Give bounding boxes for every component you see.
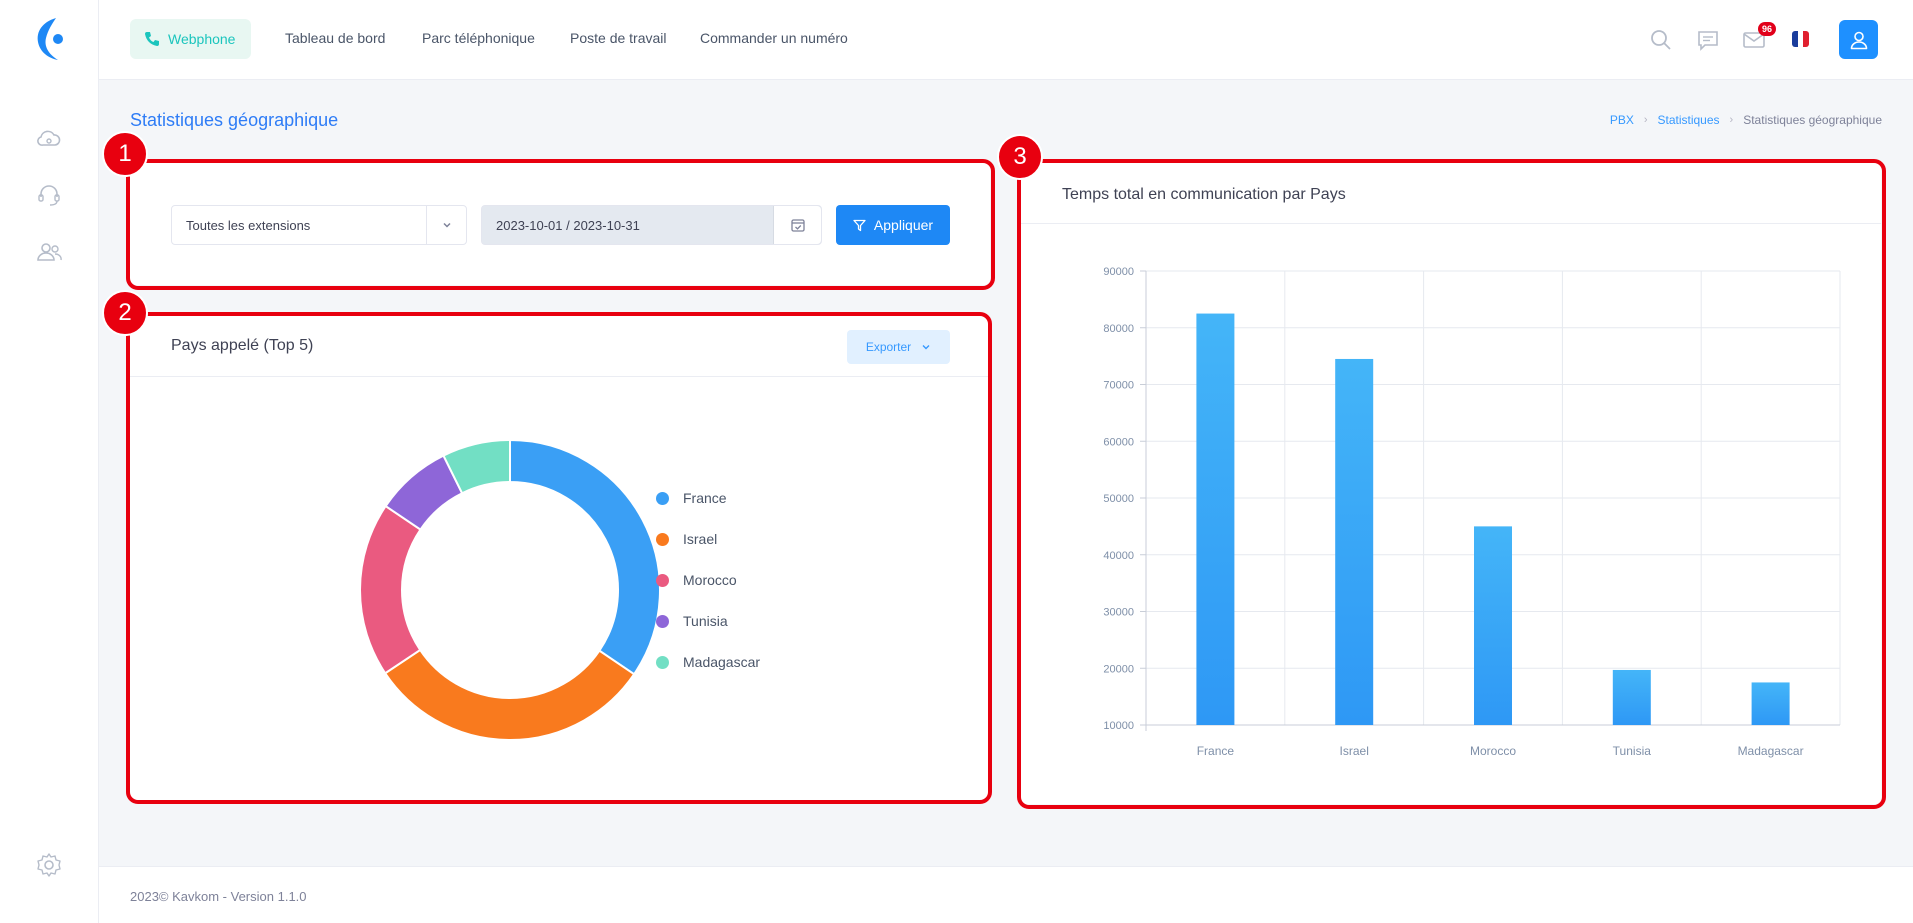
bar-israel[interactable] [1335,358,1374,725]
y-tick-label: 80000 [1103,323,1134,335]
legend-label: France [683,490,727,506]
extension-select-value: Toutes les extensions [186,217,311,233]
page-title: Statistiques géographique [130,110,339,130]
bar-madagascar[interactable] [1751,682,1790,725]
webphone-button[interactable]: Webphone [130,19,251,59]
annotation-badge-1: 1 [102,131,148,177]
breadcrumb-current: Statistiques géographique [1743,113,1882,127]
breadcrumb-statistiques[interactable]: Statistiques [1657,113,1720,127]
legend-item-israel[interactable]: Israel [656,531,717,547]
chevron-down-icon[interactable] [426,206,466,244]
search-icon[interactable] [1649,28,1673,52]
legend-dot-madagascar [656,655,669,669]
y-tick-label: 10000 [1103,720,1134,732]
cloud-icon[interactable] [35,125,63,153]
chat-icon[interactable] [1696,28,1720,52]
top-header: Webphone Tableau de bord Parc téléphoniq… [99,0,1913,80]
webphone-label: Webphone [168,31,236,47]
nav-commander-numero[interactable]: Commander un numéro [700,30,848,46]
y-tick-label: 60000 [1103,436,1134,448]
calendar-check-icon[interactable] [773,206,821,244]
card-divider [1021,223,1881,224]
user-icon [1850,31,1867,49]
french-flag-icon[interactable] [1792,31,1809,47]
bar-chart: 10000 20000 30000 40000 50000 60000 70000 80000… [1103,266,1841,758]
legend-label: Madagascar [683,654,761,670]
donut-slice-morocco[interactable] [359,504,422,675]
legend-dot-israel [656,532,669,546]
y-tick-label: 40000 [1103,550,1134,562]
annotation-badge-2: 2 [102,290,148,336]
donut-slice-madagascar[interactable] [442,438,511,495]
gear-icon[interactable] [35,851,63,879]
donut-slice-israel[interactable] [383,648,636,741]
breadcrumb-pbx[interactable]: PBX [1609,113,1634,127]
breadcrumb-separator: › [1643,114,1648,126]
card-divider [130,376,988,377]
donut-slice-france[interactable] [509,438,661,676]
x-tick-label: Israel [1340,744,1369,758]
y-tick-label: 70000 [1103,380,1134,392]
bar-chart-card [1021,163,1881,804]
legend-label: Israel [683,531,718,547]
footer-copyright: 2023© Kavkom - Version 1.1.0 [130,889,307,904]
x-tick-label: France [1197,744,1235,758]
y-tick-label: 20000 [1103,663,1134,675]
x-tick-label: Tunisia [1613,744,1652,758]
nav-parc-telephonique[interactable]: Parc téléphonique [422,30,535,46]
y-tick-label: 90000 [1103,266,1134,278]
footer: 2023© Kavkom - Version 1.1.0 [99,866,1913,923]
chevron-down-icon [922,345,930,350]
legend-item-morocco[interactable]: Morocco [656,572,737,588]
legend-item-france[interactable]: France [656,490,727,506]
x-tick-label: Madagascar [1738,744,1804,758]
annotation-badge-3: 3 [997,134,1043,180]
bar-tunisia[interactable] [1612,669,1651,725]
date-range-input[interactable]: 2023-10-01 / 2023-10-31 [481,205,822,245]
export-label: Exporter [865,340,912,354]
headset-icon[interactable] [35,181,63,209]
export-button[interactable]: Exporter [847,330,950,364]
nav-tableau-de-bord[interactable]: Tableau de bord [285,30,386,46]
phone-icon [145,32,159,46]
breadcrumb-separator: › [1729,114,1734,126]
legend-item-tunisia[interactable]: Tunisia [656,613,728,629]
bar-card-title: Temps total en communication par Pays [1062,186,1346,203]
extension-select[interactable]: Toutes les extensions [171,205,467,245]
legend-label: Tunisia [683,613,728,629]
nav-poste-de-travail[interactable]: Poste de travail [570,30,667,46]
filter-icon [853,219,866,231]
users-icon[interactable] [35,238,63,266]
sidebar [0,0,99,923]
bar-france[interactable] [1196,313,1235,725]
breadcrumb: PBX › Statistiques › Statistiques géogra… [1610,113,1882,127]
kavkom-logo[interactable] [34,16,66,62]
legend-dot-france [656,491,669,505]
donut-chart [359,438,661,741]
apply-filter-button[interactable]: Appliquer [836,205,950,245]
pie-card-title: Pays appelé (Top 5) [171,337,314,354]
apply-label: Appliquer [873,217,934,233]
mail-icon[interactable] [1742,28,1766,52]
y-tick-label: 50000 [1103,493,1134,505]
mail-count-badge: 96 [1758,22,1776,36]
legend-dot-tunisia [656,614,669,628]
legend-dot-morocco [656,573,669,587]
bar-morocco[interactable] [1474,526,1512,725]
legend-label: Morocco [683,572,737,588]
y-tick-label: 30000 [1103,607,1134,619]
user-profile-button[interactable] [1839,20,1878,59]
legend-item-madagascar[interactable]: Madagascar [656,654,760,670]
date-range-value: 2023-10-01 / 2023-10-31 [496,217,640,233]
x-tick-label: Morocco [1470,744,1516,758]
